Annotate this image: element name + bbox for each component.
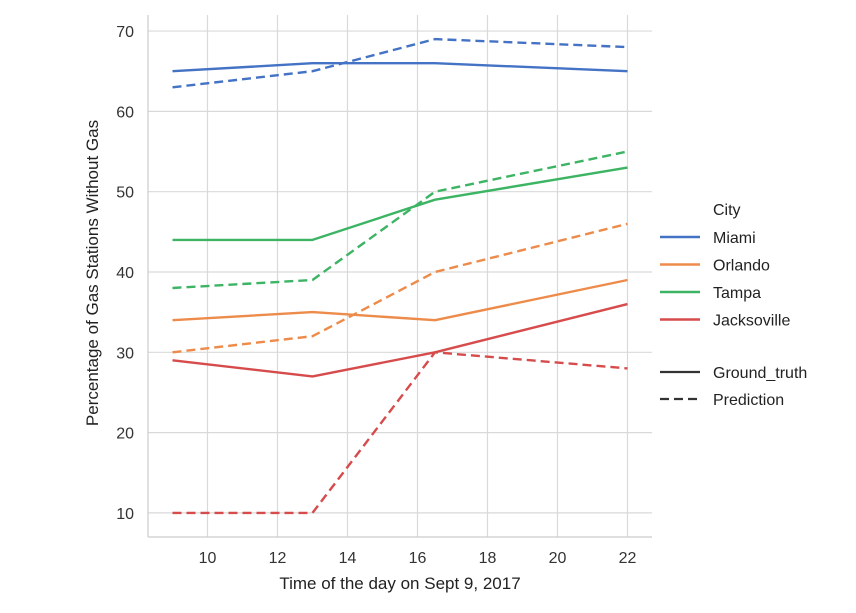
x-tick-label: 14 — [339, 550, 357, 567]
y-tick-label: 60 — [116, 104, 134, 121]
x-axis-title: Time of the day on Sept 9, 2017 — [279, 574, 520, 593]
jacksoville-ground-truth-line — [172, 302, 628, 378]
miami-ground-truth-line — [172, 62, 628, 73]
x-tick-label: 22 — [619, 550, 637, 567]
x-tick-label: 18 — [479, 550, 497, 567]
x-tick-label: 20 — [549, 550, 567, 567]
orlando-prediction-line — [172, 222, 628, 354]
x-tick-label: 12 — [269, 550, 287, 567]
y-tick-label: 70 — [116, 24, 134, 41]
tick-labels: 10 12 14 16 18 20 22 10 20 30 40 50 60 70 — [116, 24, 636, 567]
x-tick-label: 10 — [199, 550, 217, 567]
legend-label-jacksoville: Jacksoville — [713, 313, 790, 330]
legend: City Miami Orlando Tampa Jacksoville Ground_… — [660, 202, 807, 409]
y-tick-label: 30 — [116, 345, 134, 362]
legend-title: City — [713, 202, 741, 219]
jacksoville-prediction-line — [172, 351, 628, 515]
x-tick-label: 16 — [409, 550, 427, 567]
y-tick-label: 20 — [116, 426, 134, 443]
miami-prediction-line — [172, 37, 628, 89]
axes-spines — [147, 15, 652, 538]
legend-label-ground-truth: Ground_truth — [713, 365, 807, 382]
tampa-ground-truth-line — [172, 166, 628, 242]
legend-label-tampa: Tampa — [713, 285, 761, 302]
series-lines — [172, 37, 628, 515]
y-axis-title: Percentage of Gas Stations Without Gas — [83, 120, 102, 426]
orlando-ground-truth-line — [172, 278, 628, 322]
y-tick-label: 40 — [116, 265, 134, 282]
y-tick-label: 50 — [116, 185, 134, 202]
legend-label-miami: Miami — [713, 230, 756, 247]
y-tick-label: 10 — [116, 506, 134, 523]
grid — [148, 15, 652, 537]
legend-label-prediction: Prediction — [713, 392, 784, 409]
legend-label-orlando: Orlando — [713, 258, 770, 275]
tampa-prediction-line — [172, 150, 628, 290]
